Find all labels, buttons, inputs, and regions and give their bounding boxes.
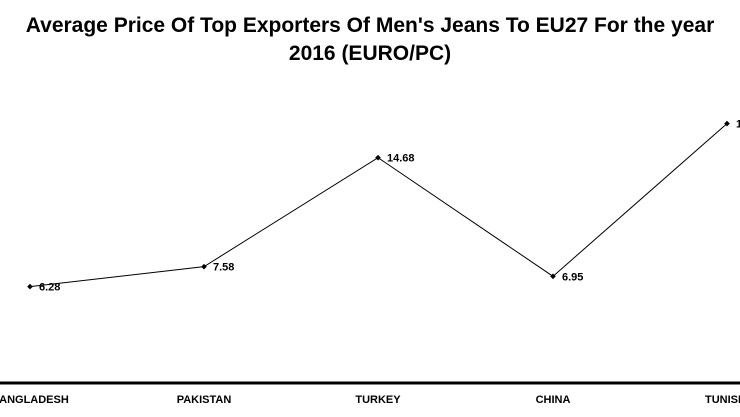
- data-label: 1: [736, 119, 740, 131]
- x-tick-label: BANGLADESH: [0, 394, 69, 406]
- x-tick-label: PAKISTAN: [177, 394, 232, 406]
- series-line: [29, 123, 728, 288]
- data-label: 6.28: [39, 282, 60, 294]
- x-tick-label: CHINA: [536, 394, 571, 406]
- data-label: 14.68: [387, 153, 415, 165]
- chart-marks: 6.28 7.58 14.68 6.95 1 BANGLADESH PAKISTAN TURK…: [0, 119, 740, 406]
- data-point: [550, 273, 556, 280]
- data-point: [201, 263, 207, 270]
- data-label: 6.95: [562, 271, 583, 283]
- x-tick-label: TURKEY: [355, 394, 401, 406]
- data-label: 7.58: [213, 262, 234, 274]
- data-point: [724, 120, 730, 127]
- x-tick-label: TUNISIA: [705, 394, 740, 406]
- chart-title: Average Price Of Top Exporters Of Men's …: [25, 14, 715, 65]
- data-point: [27, 283, 33, 290]
- data-point: [375, 154, 381, 161]
